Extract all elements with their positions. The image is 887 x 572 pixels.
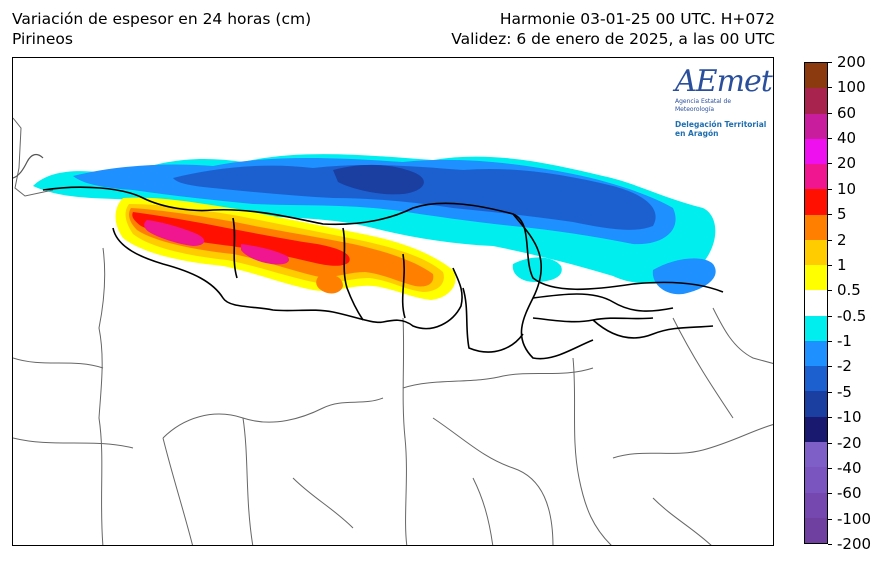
east-cyan-patch <box>512 257 562 282</box>
magenta-patch <box>144 220 205 246</box>
colorbar-tick-label: -1 <box>828 333 852 349</box>
colorbar-segment <box>805 189 827 215</box>
map-panel: AEmet Agencia Estatal de Meteorología De… <box>12 57 774 546</box>
colorbar-tick-label: 40 <box>827 130 856 146</box>
colorbar-segment <box>805 290 827 316</box>
colorbar-segment <box>805 265 827 291</box>
colorbar-segment <box>805 340 827 367</box>
delegation-line-2: en Aragón <box>675 129 719 138</box>
aemet-wordmark: AEmet <box>675 64 773 99</box>
colorbar-tick-label: -10 <box>828 409 862 425</box>
colorbar-segment <box>805 214 827 240</box>
title-block: Variación de espesor en 24 horas (cm) Pi… <box>12 9 311 49</box>
orange-patch-south <box>316 274 343 294</box>
colorbar-segment <box>805 239 827 266</box>
colorbar-segment <box>805 441 827 468</box>
colorbar-tick-label: 0.5 <box>828 282 861 298</box>
colorbar-segment <box>805 492 827 518</box>
colorbar-tick-label: 200 <box>828 54 866 70</box>
aemet-logo: AEmet Agencia Estatal de Meteorología De… <box>675 64 773 146</box>
colorbar-tick-label: -40 <box>828 460 862 476</box>
province-boundaries <box>13 117 773 545</box>
colorbar-labels: 200 100 60 40 20 10 5 2 1 0.5 -0.5 -1 -2 -5 -10 -20 -40 -… <box>827 54 887 552</box>
medium-blue-band <box>173 164 656 230</box>
colorbar-segment <box>805 467 827 493</box>
coastline-edge <box>13 153 44 179</box>
negative-change-area <box>33 154 716 295</box>
region-boundaries <box>42 186 724 360</box>
map-canvas <box>13 117 773 545</box>
colorbar-segment <box>805 366 827 392</box>
magenta-patch-2 <box>241 244 290 265</box>
colorbar-segment <box>805 315 827 341</box>
colorbar-tick-label: -20 <box>828 435 862 451</box>
colorbar-segment <box>805 113 827 139</box>
colorbar-segment <box>805 88 827 114</box>
colorbar-segment <box>805 517 827 544</box>
colorbar-segment <box>805 391 827 417</box>
red-band <box>132 212 350 266</box>
colorbar-tick-label: 10 <box>827 181 856 197</box>
colorbar-tick-label: -2 <box>828 358 852 374</box>
model-run-label: Harmonie 03-01-25 00 UTC. H+072 <box>499 10 775 28</box>
colorbar-tick-label: 20 <box>827 155 856 171</box>
map-title: Variación de espesor en 24 horas (cm) <box>12 10 312 28</box>
colorbar-tick-label: -200 <box>827 536 871 552</box>
colorbar-segment <box>805 63 827 89</box>
positive-change-area <box>115 197 456 300</box>
region-label: Pirineos <box>12 30 73 48</box>
colorbar-tick-label: 60 <box>827 105 856 121</box>
colorbar-tick-label: -0.5 <box>827 308 866 324</box>
colorbar-tick-label: -100 <box>827 511 871 527</box>
dark-blue-patch <box>333 164 424 195</box>
colorbar-tick-label: 1 <box>828 257 847 273</box>
agency-name: Agencia Estatal de Meteorología <box>675 98 732 113</box>
validity-label: Validez: 6 de enero de 2025, a las 00 UT… <box>451 30 775 48</box>
colorbar-tick-label: -60 <box>828 485 862 501</box>
colorbar-tick-label: -5 <box>828 384 852 400</box>
colorbar-segment <box>805 416 827 442</box>
colorbar-tick-label: 2 <box>828 232 847 248</box>
colorbar-segment <box>805 138 827 165</box>
delegation-line-1: Delegación Territorial <box>675 120 767 129</box>
colorbar <box>804 62 828 544</box>
colorbar-tick-label: 100 <box>828 79 866 95</box>
model-info-block: Harmonie 03-01-25 00 UTC. H+072 Validez:… <box>451 9 775 49</box>
colorbar-tick-label: 5 <box>828 206 847 222</box>
colorbar-segment <box>805 164 827 190</box>
